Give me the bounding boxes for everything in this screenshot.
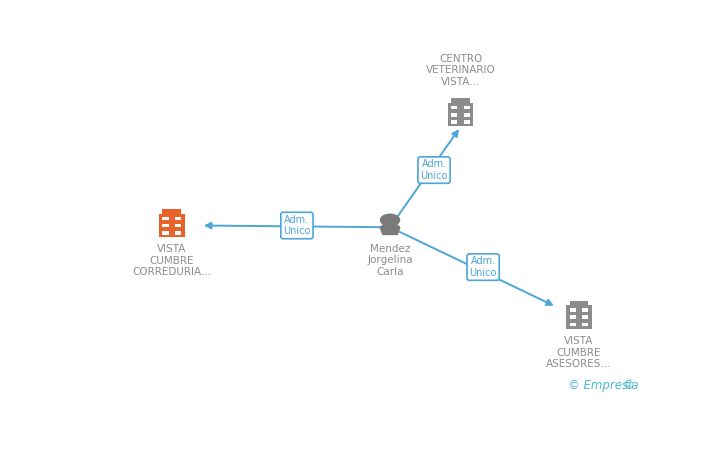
- FancyBboxPatch shape: [570, 301, 588, 306]
- Text: VISTA
CUMBRE
CORREDURIA...: VISTA CUMBRE CORREDURIA...: [132, 244, 211, 277]
- FancyBboxPatch shape: [159, 214, 184, 237]
- FancyBboxPatch shape: [451, 106, 457, 109]
- FancyBboxPatch shape: [570, 323, 576, 326]
- Text: Adm.
Unico: Adm. Unico: [420, 159, 448, 181]
- FancyBboxPatch shape: [582, 308, 588, 312]
- FancyBboxPatch shape: [451, 113, 457, 117]
- FancyBboxPatch shape: [162, 216, 169, 220]
- FancyBboxPatch shape: [451, 98, 470, 103]
- FancyBboxPatch shape: [162, 224, 169, 227]
- Polygon shape: [381, 224, 400, 228]
- Text: © Empresia: © Empresia: [568, 379, 638, 392]
- FancyBboxPatch shape: [570, 308, 576, 312]
- Polygon shape: [381, 228, 400, 234]
- FancyBboxPatch shape: [570, 315, 576, 319]
- FancyBboxPatch shape: [175, 231, 181, 234]
- Text: Adm.
Unico: Adm. Unico: [283, 215, 311, 236]
- Text: Adm.
Unico: Adm. Unico: [470, 256, 496, 278]
- FancyBboxPatch shape: [464, 106, 470, 109]
- FancyBboxPatch shape: [566, 306, 592, 329]
- FancyBboxPatch shape: [464, 113, 470, 117]
- Text: CENTRO
VETERINARIO
VISTA...: CENTRO VETERINARIO VISTA...: [426, 54, 496, 87]
- FancyBboxPatch shape: [162, 231, 169, 234]
- FancyBboxPatch shape: [582, 315, 588, 319]
- FancyBboxPatch shape: [448, 103, 473, 126]
- FancyBboxPatch shape: [582, 323, 588, 326]
- Text: Mendez
Jorgelina
Carla: Mendez Jorgelina Carla: [367, 243, 413, 277]
- Circle shape: [381, 214, 400, 226]
- FancyBboxPatch shape: [162, 209, 181, 214]
- FancyBboxPatch shape: [175, 224, 181, 227]
- FancyBboxPatch shape: [451, 120, 457, 124]
- Text: VISTA
CUMBRE
ASESORES...: VISTA CUMBRE ASESORES...: [546, 336, 612, 369]
- FancyBboxPatch shape: [175, 216, 181, 220]
- Text: ©: ©: [622, 379, 638, 392]
- FancyBboxPatch shape: [464, 120, 470, 124]
